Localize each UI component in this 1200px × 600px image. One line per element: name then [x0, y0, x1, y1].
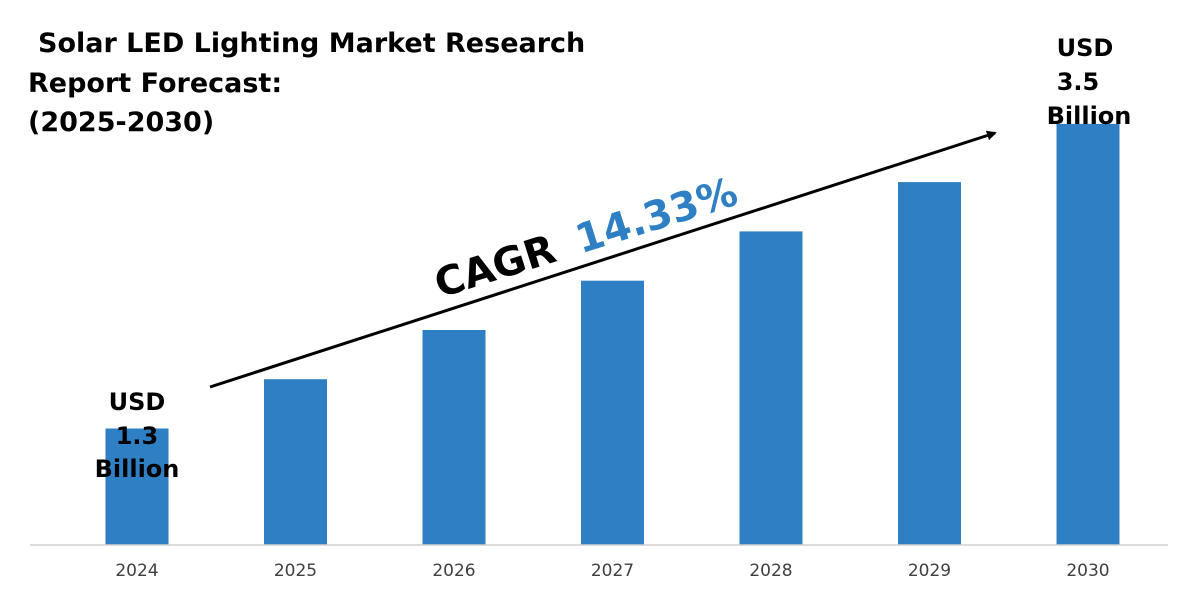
start-annotation-line-1: USD: [109, 388, 166, 416]
x-tick-2029: 2029: [908, 561, 951, 581]
title-line-1: Solar LED Lighting Market Research: [38, 28, 585, 59]
bar-2028: [739, 231, 803, 545]
chart-title: Solar LED Lighting Market Research Repor…: [28, 28, 585, 138]
start-value-annotation: USD 1.3 Billion: [95, 388, 180, 483]
x-tick-2027: 2027: [591, 561, 634, 581]
x-tick-2025: 2025: [274, 561, 317, 581]
bar-2025: [264, 379, 327, 545]
start-annotation-line-2: 1.3: [116, 422, 159, 450]
bar-2024: [105, 428, 169, 545]
cagr-value: 14.33%: [570, 169, 743, 263]
end-annotation-line-2: 3.5: [1057, 68, 1100, 96]
trend-arrow: [209, 130, 997, 389]
end-annotation-line-3: Billion: [1047, 102, 1132, 130]
bar-2029: [898, 182, 961, 545]
end-value-annotation: USD 3.5 Billion: [1047, 34, 1132, 130]
x-tick-2030: 2030: [1066, 561, 1109, 581]
title-line-2: Report Forecast:: [28, 68, 282, 99]
bar-2030: [1056, 123, 1120, 546]
x-tick-2026: 2026: [432, 561, 475, 581]
x-tick-2028: 2028: [749, 561, 792, 581]
x-axis-ticks: 2024 2025 2026 2027 2028 2029 2030: [115, 561, 1109, 581]
bar-2026: [422, 330, 486, 545]
bar-series: [105, 123, 1120, 546]
bar-2027: [581, 280, 644, 545]
start-annotation-line-3: Billion: [95, 455, 180, 483]
title-line-3: (2025-2030): [28, 107, 214, 138]
x-tick-2024: 2024: [115, 561, 158, 581]
end-annotation-line-1: USD: [1057, 34, 1114, 62]
